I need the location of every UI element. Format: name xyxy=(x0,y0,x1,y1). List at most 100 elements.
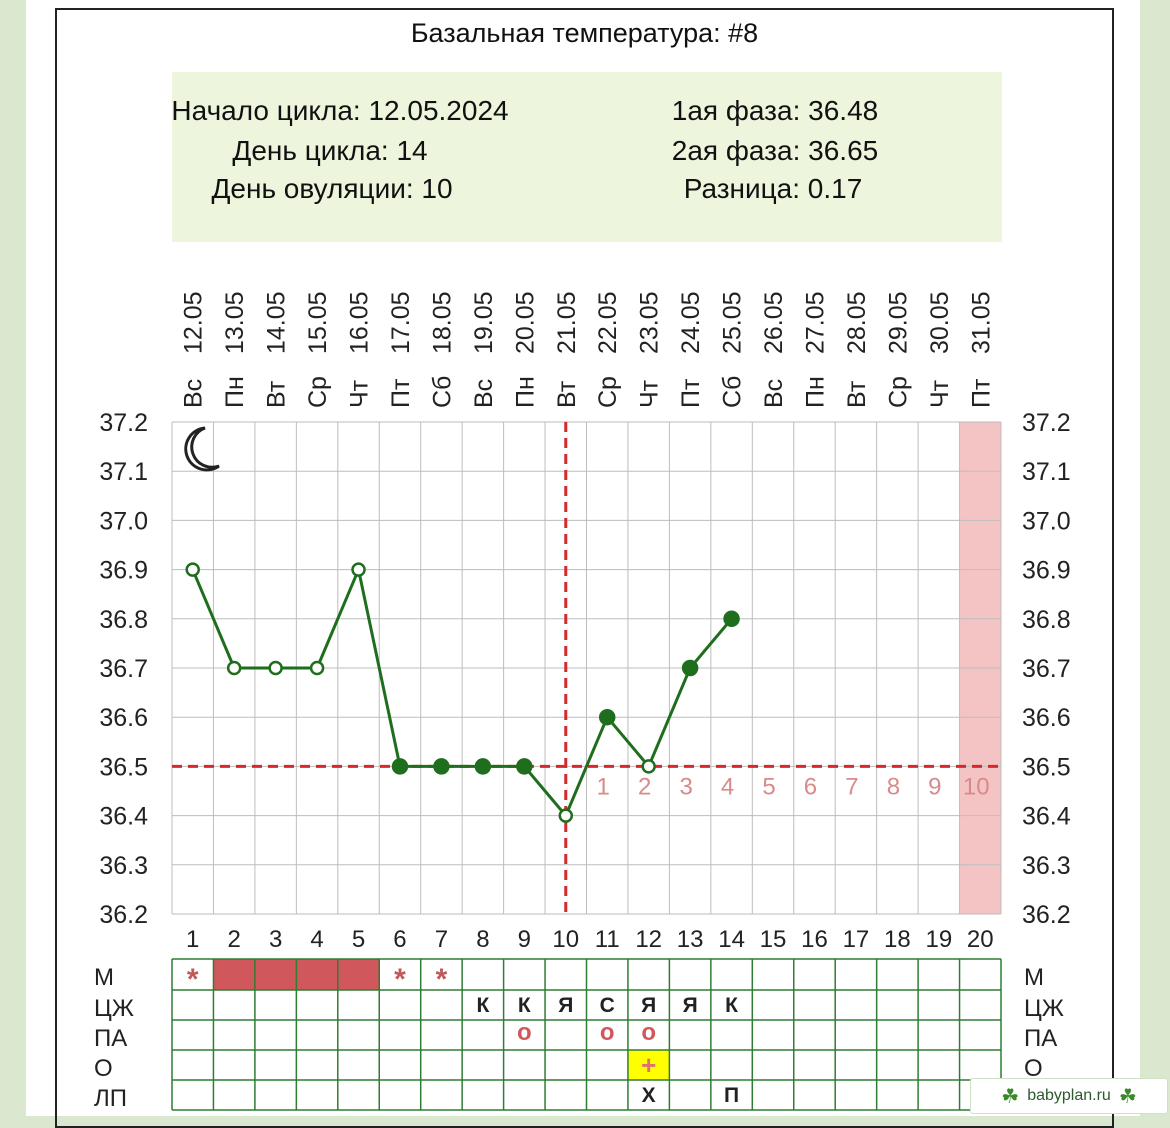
y-tick-label-right: 36.6 xyxy=(1022,704,1071,732)
date-label: 21.05 xyxy=(553,291,581,354)
temperature-point xyxy=(558,808,574,823)
table-cell-mark: * xyxy=(187,963,199,996)
clover-icon: ☘ xyxy=(1001,1085,1020,1108)
date-label: 24.05 xyxy=(677,291,705,354)
table-row-label-left: ЛП xyxy=(94,1085,127,1112)
table-cell-mark: Я xyxy=(641,994,656,1017)
y-tick-label-left: 37.1 xyxy=(99,458,148,486)
moon-icon xyxy=(184,426,220,472)
day-number: 4 xyxy=(310,926,323,953)
table-row-label-right: ЦЖ xyxy=(1024,995,1064,1022)
table-cell-mark: о xyxy=(517,1019,532,1046)
menstruation-cell xyxy=(213,959,255,990)
table-cell-mark: + xyxy=(641,1050,656,1080)
y-tick-label-left: 36.7 xyxy=(99,655,148,683)
y-tick-label-right: 37.0 xyxy=(1022,507,1071,535)
table-cell-mark: К xyxy=(518,994,531,1017)
date-label: 17.05 xyxy=(387,291,415,354)
day-number: 2 xyxy=(227,926,240,953)
temperature-point xyxy=(309,660,325,676)
y-tick-label-left: 37.2 xyxy=(99,409,148,437)
table-row-label-right: М xyxy=(1024,964,1044,991)
temperature-point xyxy=(226,660,242,676)
day-number: 1 xyxy=(186,926,199,953)
luteal-day-label: 7 xyxy=(845,773,858,800)
day-number: 6 xyxy=(393,926,406,953)
table-cell-mark: С xyxy=(600,994,615,1017)
temperature-point xyxy=(351,562,366,577)
weekday-label: Вс xyxy=(470,379,498,408)
luteal-day-label: 6 xyxy=(804,773,817,800)
day-number: 19 xyxy=(925,926,952,953)
weekday-label: Чт xyxy=(636,379,664,408)
luteal-day-label: 1 xyxy=(597,773,610,800)
table-row-label-left: М xyxy=(94,964,114,991)
weekday-label: Ср xyxy=(884,376,912,408)
day-number: 5 xyxy=(352,926,365,953)
y-tick-label-right: 36.5 xyxy=(1022,753,1071,781)
weekday-label: Ср xyxy=(304,376,332,408)
day-number: 14 xyxy=(718,926,745,953)
date-label: 13.05 xyxy=(221,291,249,354)
luteal-day-label: 5 xyxy=(762,773,775,800)
temperature-point xyxy=(598,708,616,726)
watermark[interactable]: ☘ babyplan.ru ☘ xyxy=(970,1078,1168,1114)
table-cell-mark: о xyxy=(600,1019,615,1046)
clover-icon: ☘ xyxy=(1118,1085,1137,1108)
y-tick-label-left: 36.8 xyxy=(99,606,148,634)
y-tick-label-left: 36.2 xyxy=(99,901,148,929)
y-tick-label-left: 36.6 xyxy=(99,704,148,732)
temperature-point xyxy=(723,610,740,628)
y-tick-label-left: 37.0 xyxy=(99,507,148,535)
table-row-label-right: ПА xyxy=(1024,1025,1057,1052)
temperature-point xyxy=(474,758,492,775)
phase1-average: 1ая фаза: 36.48 xyxy=(671,95,879,126)
table-row-label-left: О xyxy=(94,1055,113,1082)
date-label: 23.05 xyxy=(636,291,664,354)
temperature-point xyxy=(641,759,656,774)
date-label: 14.05 xyxy=(263,291,291,354)
table-cell-mark: Я xyxy=(683,994,698,1017)
day-number: 18 xyxy=(884,926,911,953)
chart-title: Базальная температура: #8 xyxy=(410,18,759,48)
luteal-day-label: 9 xyxy=(928,773,941,800)
luteal-day-label: 10 xyxy=(963,773,990,800)
date-label: 19.05 xyxy=(470,291,498,354)
luteal-day-label: 8 xyxy=(887,773,900,800)
table-row-label-left: ЦЖ xyxy=(94,995,134,1022)
temperature-point xyxy=(681,659,699,677)
day-number: 13 xyxy=(677,926,704,953)
weekday-label: Пт xyxy=(387,378,415,408)
y-tick-label-right: 36.4 xyxy=(1022,803,1071,831)
y-tick-label-left: 36.3 xyxy=(99,852,148,880)
date-label: 30.05 xyxy=(926,291,954,354)
day-number: 8 xyxy=(476,926,489,953)
y-tick-label-right: 36.7 xyxy=(1022,655,1071,683)
day-number: 9 xyxy=(518,926,531,953)
summary-box xyxy=(172,72,1002,242)
table-cell-mark: П xyxy=(724,1084,739,1107)
temperature-point xyxy=(391,758,409,775)
y-tick-label-right: 36.3 xyxy=(1022,852,1071,880)
weekday-label: Вс xyxy=(760,379,788,408)
y-tick-label-left: 36.5 xyxy=(99,753,148,781)
temperature-point xyxy=(268,660,283,676)
y-tick-label-right: 36.2 xyxy=(1022,901,1071,929)
temperature-point xyxy=(185,562,200,577)
table-row-label-right: О xyxy=(1024,1055,1043,1082)
date-label: 22.05 xyxy=(594,291,622,354)
table-cell-mark: * xyxy=(436,963,448,996)
day-number: 11 xyxy=(595,926,620,953)
y-tick-label-right: 37.1 xyxy=(1022,458,1071,486)
phase2-average: 2ая фаза: 36.65 xyxy=(671,135,879,166)
y-tick-label-right: 36.8 xyxy=(1022,606,1071,634)
table-cell-mark: о xyxy=(641,1019,656,1046)
day-number: 20 xyxy=(967,926,994,953)
y-tick-label-right: 36.9 xyxy=(1022,557,1071,585)
temperature-point xyxy=(516,758,533,775)
date-label: 15.05 xyxy=(304,291,332,354)
weekday-label: Сб xyxy=(719,376,747,408)
date-label: 12.05 xyxy=(180,291,208,354)
